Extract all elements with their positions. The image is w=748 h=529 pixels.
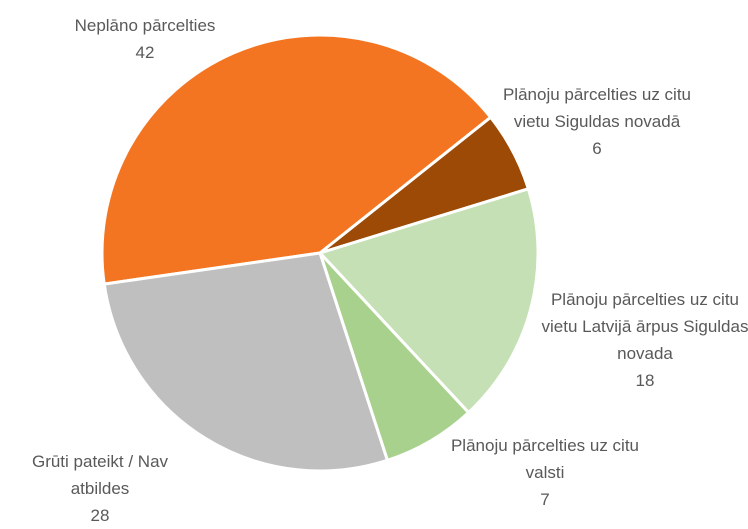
slice-label: Plānoju pārcelties uz citu vietu Latvijā…: [535, 286, 748, 394]
value-label: 42: [135, 43, 155, 62]
category-name: Grūti pateikt / Nav atbildes: [31, 452, 169, 498]
pie-slice: [102, 251, 389, 473]
category-name: Plānoju pārcelties uz citu valsti: [450, 436, 640, 482]
slice-label: Plānoju pārcelties uz citu vietu Sigulda…: [490, 81, 705, 162]
value-label: 7: [540, 490, 550, 509]
value-label: 18: [635, 371, 655, 390]
slice-label: Neplāno pārcelties 42: [15, 12, 275, 66]
value-label: 28: [90, 506, 110, 525]
pie-slice: [318, 187, 540, 415]
category-name: Plānoju pārcelties uz citu vietu Sigulda…: [502, 85, 692, 131]
slice-label: Grūti pateikt / Nav atbildes 28: [7, 448, 193, 529]
slice-label: Plānoju pārcelties uz citu valsti 7: [438, 432, 653, 513]
value-label: 6: [592, 139, 602, 158]
category-name: Plānoju pārcelties uz citu vietu Latvijā…: [541, 290, 748, 363]
category-name: Neplāno pārcelties: [74, 16, 216, 35]
pie-slice: [100, 33, 493, 286]
